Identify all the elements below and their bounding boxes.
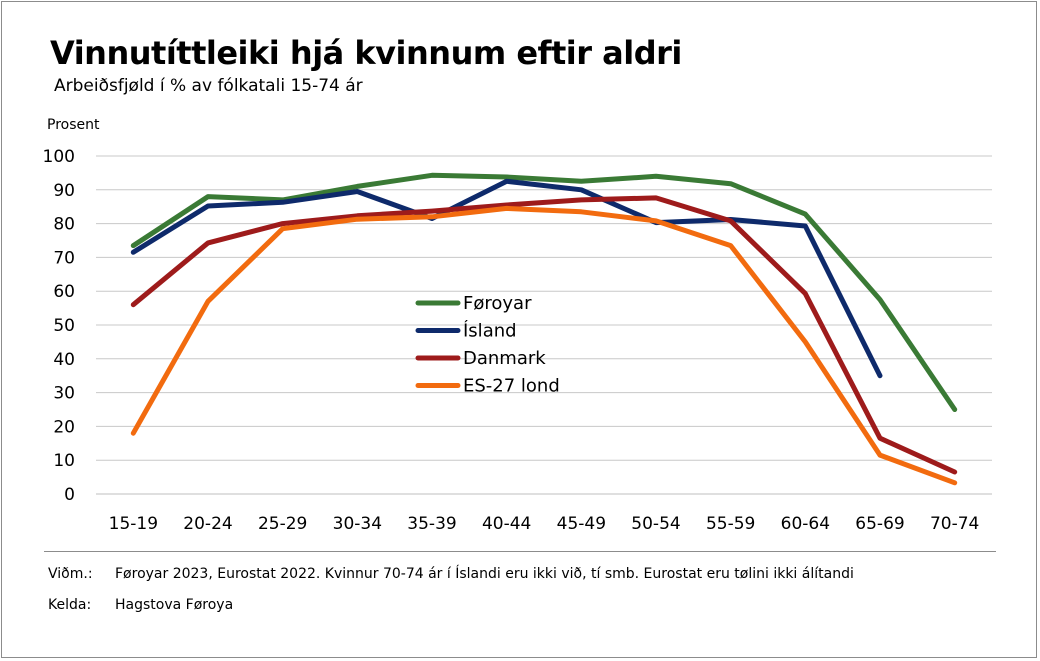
y-tick-label: 10 — [53, 451, 75, 471]
x-tick-label: 40-44 — [482, 514, 531, 534]
y-tick-label: 40 — [53, 350, 75, 370]
series-line-danmark — [130, 195, 958, 475]
chart-title: Vinnutíttleiki hjá kvinnum eftir aldri — [50, 34, 682, 72]
series-line--sland — [130, 178, 883, 379]
x-tick-label: 45-49 — [557, 514, 606, 534]
y-axis-label: Prosent — [47, 117, 100, 133]
source-key: Kelda: — [48, 597, 92, 613]
series-line-f-royar — [130, 172, 958, 412]
x-tick-label: 50-54 — [631, 514, 680, 534]
y-tick-label: 80 — [53, 215, 75, 235]
y-tick-label: 30 — [53, 384, 75, 404]
series-line-es-27-lond — [130, 205, 958, 486]
y-tick-label: 70 — [53, 248, 75, 268]
y-tick-label: 100 — [43, 147, 75, 167]
x-tick-label: 65-69 — [855, 514, 904, 534]
x-tick-label: 25-29 — [258, 514, 307, 534]
x-tick-label: 55-59 — [706, 514, 755, 534]
legend-label: ES-27 lond — [463, 376, 560, 397]
legend-label: Danmark — [463, 348, 546, 369]
note-text: Føroyar 2023, Eurostat 2022. Kvinnur 70-… — [115, 566, 854, 582]
legend-label: Føroyar — [463, 293, 532, 314]
source-text: Hagstova Føroya — [115, 597, 234, 613]
y-tick-label: 60 — [53, 282, 75, 302]
footer-divider — [44, 551, 996, 552]
y-tick-label: 90 — [53, 181, 75, 201]
y-tick-label: 0 — [64, 485, 75, 505]
y-tick-label: 50 — [53, 316, 75, 336]
y-tick-label: 20 — [53, 417, 75, 437]
x-tick-label: 60-64 — [781, 514, 830, 534]
x-tick-label: 15-19 — [109, 514, 158, 534]
x-tick-label: 30-34 — [333, 514, 382, 534]
note-key: Viðm.: — [48, 566, 93, 582]
x-tick-label: 20-24 — [183, 514, 232, 534]
x-tick-label: 35-39 — [407, 514, 456, 534]
x-tick-label: 70-74 — [930, 514, 979, 534]
chart-subtitle: Arbeiðsfjøld í % av fólkatali 15-74 ár — [54, 76, 363, 96]
legend-label: Ísland — [463, 320, 517, 342]
